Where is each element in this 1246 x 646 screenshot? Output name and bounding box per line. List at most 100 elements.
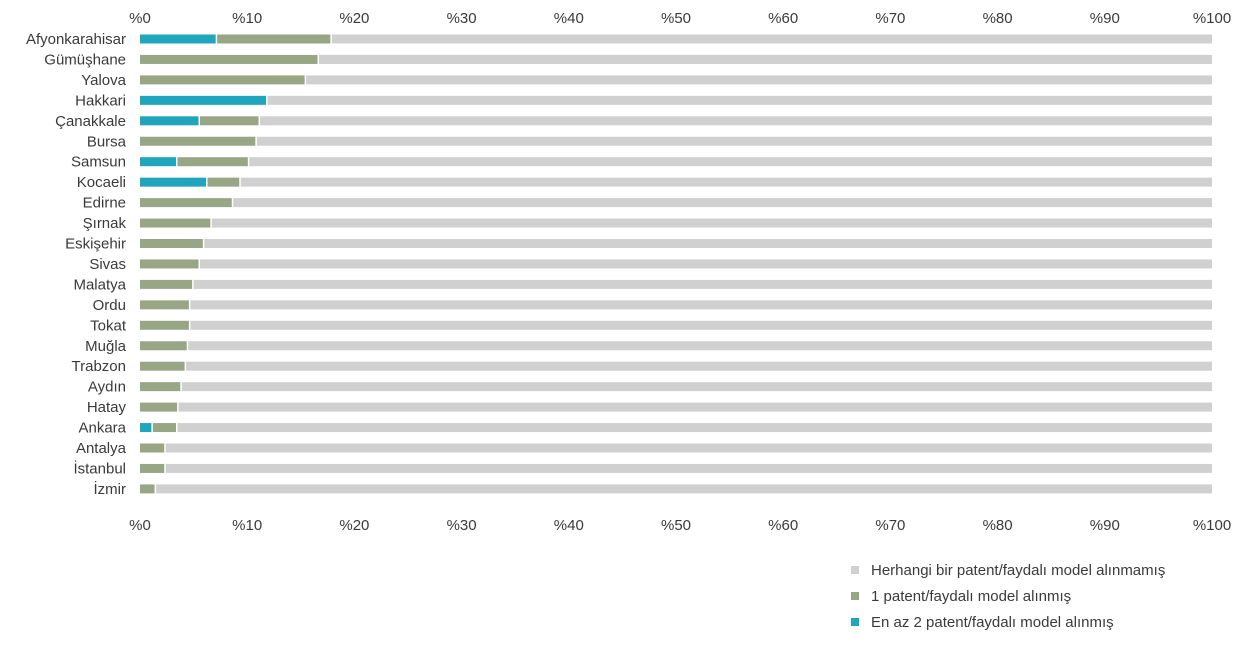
bar-segment	[165, 463, 1212, 473]
x-tick-label-top: %90	[1090, 10, 1120, 27]
x-tick-label-bottom: %50	[661, 517, 691, 534]
bar-segment	[156, 484, 1213, 494]
category-label: Çanakkale	[55, 113, 126, 130]
bar-segment	[181, 382, 1213, 392]
bar-segment	[140, 259, 199, 269]
category-label: Edirne	[83, 195, 126, 212]
x-axis-bottom: %0 %10 %20 %30 %40 %50 %60 %70 %80 %90 %100	[129, 517, 1231, 534]
category-label: Samsun	[71, 154, 126, 171]
bar-segment	[207, 177, 240, 187]
x-tick-label-bottom: %40	[554, 517, 584, 534]
bar-segment	[217, 34, 331, 44]
bar-segment	[140, 341, 187, 351]
category-label: Sivas	[89, 256, 126, 273]
legend: Herhangi bir patent/faydalı model alınma…	[851, 562, 1165, 631]
bar-segment	[306, 75, 1212, 85]
bar-segment	[140, 239, 203, 248]
category-label: İzmir	[94, 480, 127, 498]
bar-segment	[140, 136, 256, 146]
bar-segment	[140, 463, 165, 473]
bar-segment	[140, 75, 305, 85]
category-label: İstanbul	[73, 459, 126, 477]
bar-segment	[140, 361, 185, 371]
category-label: Malatya	[73, 276, 126, 293]
bar-segment	[319, 54, 1212, 64]
category-label: Hakkari	[75, 92, 126, 109]
bars	[140, 34, 1213, 494]
category-label: Ankara	[78, 420, 126, 437]
x-tick-label-bottom: %90	[1090, 517, 1120, 534]
bar-segment	[200, 259, 1213, 269]
bar-segment	[140, 484, 155, 494]
x-tick-label-top: %10	[232, 10, 262, 27]
category-label: Gümüşhane	[44, 51, 126, 68]
bar-segment	[140, 218, 211, 228]
category-label: Bursa	[87, 133, 127, 150]
category-label: Trabzon	[72, 358, 126, 375]
bar-segment	[233, 198, 1212, 208]
category-label: Antalya	[76, 440, 127, 457]
x-tick-label-bottom: %60	[768, 517, 798, 534]
legend-label: Herhangi bir patent/faydalı model alınma…	[871, 562, 1165, 579]
x-tick-label-top: %20	[339, 10, 369, 27]
bar-segment	[267, 95, 1212, 105]
bar-segment	[140, 443, 165, 453]
bar-segment	[256, 136, 1212, 146]
legend-swatch	[851, 566, 859, 574]
category-label: Aydın	[88, 379, 126, 396]
category-label: Muğla	[85, 338, 127, 355]
category-label: Eskişehir	[65, 236, 126, 253]
category-label: Afyonkarahisar	[26, 31, 126, 48]
x-tick-label-top: %30	[447, 10, 477, 27]
bar-segment	[140, 157, 177, 167]
bar-segment	[165, 443, 1212, 453]
bar-segment	[204, 239, 1212, 248]
bar-segment	[249, 157, 1212, 167]
x-tick-label-top: %100	[1193, 10, 1231, 27]
x-tick-label-bottom: %70	[875, 517, 905, 534]
x-tick-label-bottom: %0	[129, 517, 151, 534]
x-tick-label-top: %70	[875, 10, 905, 27]
bar-segment	[186, 361, 1213, 371]
category-label: Yalova	[81, 72, 126, 89]
bar-segment	[140, 54, 318, 64]
bar-segment	[331, 34, 1212, 44]
bar-segment	[211, 218, 1213, 228]
x-tick-label-top: %40	[554, 10, 584, 27]
bar-segment	[140, 198, 232, 208]
category-label: Kocaeli	[77, 174, 126, 191]
x-tick-label-bottom: %80	[983, 517, 1013, 534]
x-tick-label-bottom: %30	[447, 517, 477, 534]
bar-segment	[140, 423, 152, 433]
bar-segment	[140, 320, 189, 330]
bar-segment	[140, 382, 181, 392]
bar-segment	[188, 341, 1213, 351]
bar-segment	[140, 279, 193, 289]
bar-segment	[140, 34, 216, 44]
category-label: Tokat	[90, 317, 127, 334]
bar-segment	[140, 95, 267, 105]
x-axis-top: %0 %10 %20 %30 %40 %50 %60 %70 %80 %90 %100	[129, 10, 1231, 27]
x-tick-label-bottom: %100	[1193, 517, 1231, 534]
bar-segment	[177, 157, 248, 167]
y-axis-categories: Afyonkarahisar Gümüşhane Yalova Hakkari Çana…	[26, 31, 127, 498]
bar-segment	[178, 402, 1212, 412]
category-label: Şırnak	[83, 215, 127, 232]
bar-segment	[190, 320, 1212, 330]
x-tick-label-top: %50	[661, 10, 691, 27]
x-tick-label-top: %60	[768, 10, 798, 27]
bar-segment	[140, 402, 178, 412]
bar-segment	[240, 177, 1212, 187]
x-tick-label-bottom: %10	[232, 517, 262, 534]
bar-segment	[140, 116, 199, 126]
x-tick-label-bottom: %20	[339, 517, 369, 534]
x-tick-label-top: %80	[983, 10, 1013, 27]
bar-segment	[190, 300, 1212, 310]
bar-segment	[152, 423, 177, 433]
category-label: Ordu	[93, 297, 126, 314]
bar-segment	[200, 116, 259, 126]
legend-swatch	[851, 592, 859, 600]
bar-segment	[193, 279, 1213, 289]
